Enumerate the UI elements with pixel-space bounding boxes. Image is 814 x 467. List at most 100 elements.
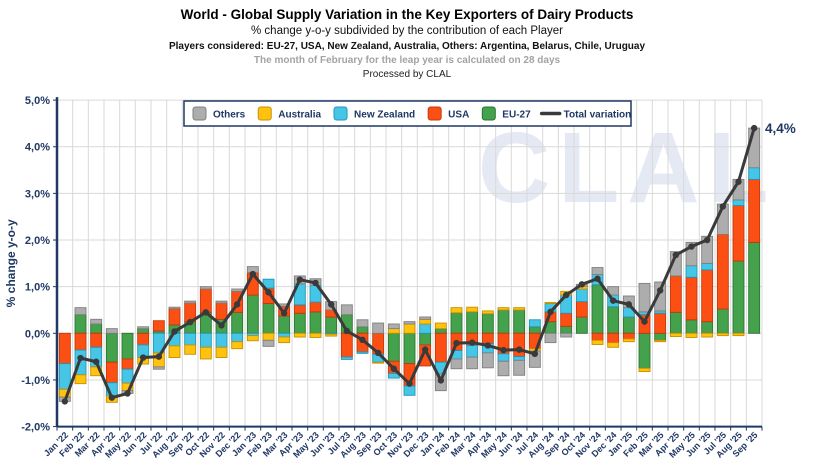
total-variation-marker: [233, 301, 241, 308]
bar-segment-australia: [654, 339, 667, 343]
bar-segment-eu-27: [246, 294, 259, 334]
bar-segment-australia: [622, 338, 635, 343]
clal-watermark: CLAL: [478, 112, 777, 224]
total-variation-marker: [468, 339, 476, 346]
bar-segment-australia: [732, 332, 745, 337]
bar-segment-usa: [293, 304, 306, 314]
bar-segment-usa: [481, 332, 494, 345]
total-variation-marker: [312, 279, 319, 287]
bar-segment-new-zealand: [184, 332, 197, 346]
bar-segment-others: [356, 319, 369, 328]
bar-segment-others: [90, 318, 103, 325]
total-variation-marker: [280, 310, 288, 317]
bar-segment-australia: [168, 345, 181, 359]
bar-segment-others: [152, 366, 165, 370]
bar-segment-australia: [215, 346, 228, 359]
total-variation-marker: [656, 287, 664, 294]
bar-segment-eu-27: [622, 316, 635, 334]
bar-segment-usa: [419, 344, 432, 367]
total-variation-marker: [77, 354, 84, 362]
bar-segment-eu-27: [278, 315, 291, 334]
players-line: Players considered: EU-27, USA, New Zeal…: [168, 41, 646, 52]
bar-segment-eu-27: [450, 312, 463, 334]
total-variation-marker: [500, 346, 507, 354]
total-variation-marker: [515, 346, 523, 353]
total-variation-marker: [453, 339, 460, 347]
total-variation-marker: [374, 349, 382, 357]
bar-segment-new-zealand: [685, 265, 698, 278]
bar-segment-new-zealand: [215, 332, 228, 348]
legend-label-eu-27: EU-27: [502, 110, 531, 121]
bar-segment-australia: [466, 306, 479, 313]
last-value-annotation: 4,4%: [765, 121, 796, 136]
total-variation-marker: [735, 178, 742, 185]
bar-segment-others: [215, 300, 228, 304]
bar-segment-usa: [560, 312, 573, 327]
bar-segment-usa: [622, 332, 635, 340]
bar-segment-usa: [607, 332, 620, 344]
bar-segment-others: [340, 304, 353, 316]
y-axis-label: 3,0%: [25, 188, 50, 200]
bar-segment-eu-27: [74, 314, 87, 334]
bar-segment-eu-27: [387, 332, 400, 362]
bar-segment-eu-27: [669, 311, 682, 334]
bar-segment-others: [403, 321, 416, 325]
bar-segment-eu-27: [748, 241, 761, 334]
bar-segment-eu-27: [466, 311, 479, 334]
y-axis-title: % change y-o-y: [4, 219, 18, 307]
legend-swatch-new-zealand: [333, 106, 348, 121]
bar-segment-eu-27: [685, 319, 698, 334]
bar-segment-australia: [231, 341, 244, 350]
total-variation-marker: [641, 318, 648, 325]
bar-segment-others: [654, 281, 667, 312]
bar-segment-eu-27: [654, 332, 667, 341]
bar-segment-others: [168, 306, 181, 310]
bar-segment-usa: [168, 308, 181, 326]
y-axis-label: 1,0%: [25, 282, 50, 294]
total-variation-marker: [202, 309, 210, 316]
bar-segment-usa: [513, 332, 526, 358]
bar-segment-usa: [575, 301, 588, 318]
bar-segment-usa: [90, 332, 103, 348]
bar-segment-others: [591, 267, 604, 275]
bar-segment-australia: [497, 307, 510, 311]
total-variation-marker: [547, 308, 554, 316]
total-variation-marker: [390, 365, 398, 372]
bar-segment-australia: [716, 332, 729, 337]
bar-segment-others: [466, 356, 479, 370]
bar-segment-others: [231, 288, 244, 292]
bar-segment-new-zealand: [278, 332, 291, 338]
bar-segment-eu-27: [497, 309, 510, 334]
bar-segment-australia: [701, 332, 714, 338]
bar-segment-eu-27: [591, 284, 604, 334]
bar-segment-usa: [716, 233, 729, 310]
legend-label-australia: Australia: [278, 110, 321, 121]
bar-segment-eu-27: [105, 332, 118, 363]
bar-segment-australia: [607, 342, 620, 348]
bar-segment-eu-27: [309, 311, 322, 334]
bar-segment-usa: [215, 302, 228, 320]
y-axis-label: -1,0%: [21, 375, 50, 387]
bar-segment-eu-27: [293, 312, 306, 334]
bar-segment-eu-27: [121, 332, 134, 360]
bar-segment-eu-27: [638, 332, 651, 369]
bar-segment-australia: [685, 332, 698, 338]
bar-segment-usa: [199, 288, 212, 313]
bar-segment-usa: [701, 269, 714, 323]
bar-segment-eu-27: [325, 316, 338, 334]
bar-segment-eu-27: [528, 326, 541, 334]
total-variation-marker: [750, 124, 758, 132]
bar-segment-australia: [403, 323, 416, 334]
bar-segment-usa: [309, 301, 322, 313]
bar-segment-australia: [262, 332, 275, 341]
bar-segment-others: [262, 339, 275, 347]
bar-segment-new-zealand: [528, 319, 541, 328]
bar-segment-others: [513, 359, 526, 376]
bar-segment-australia: [293, 332, 306, 338]
bar-segment-australia: [544, 302, 557, 304]
bar-segment-eu-27: [716, 308, 729, 334]
bar-segment-others: [685, 241, 698, 267]
bar-segment-others: [74, 307, 87, 316]
